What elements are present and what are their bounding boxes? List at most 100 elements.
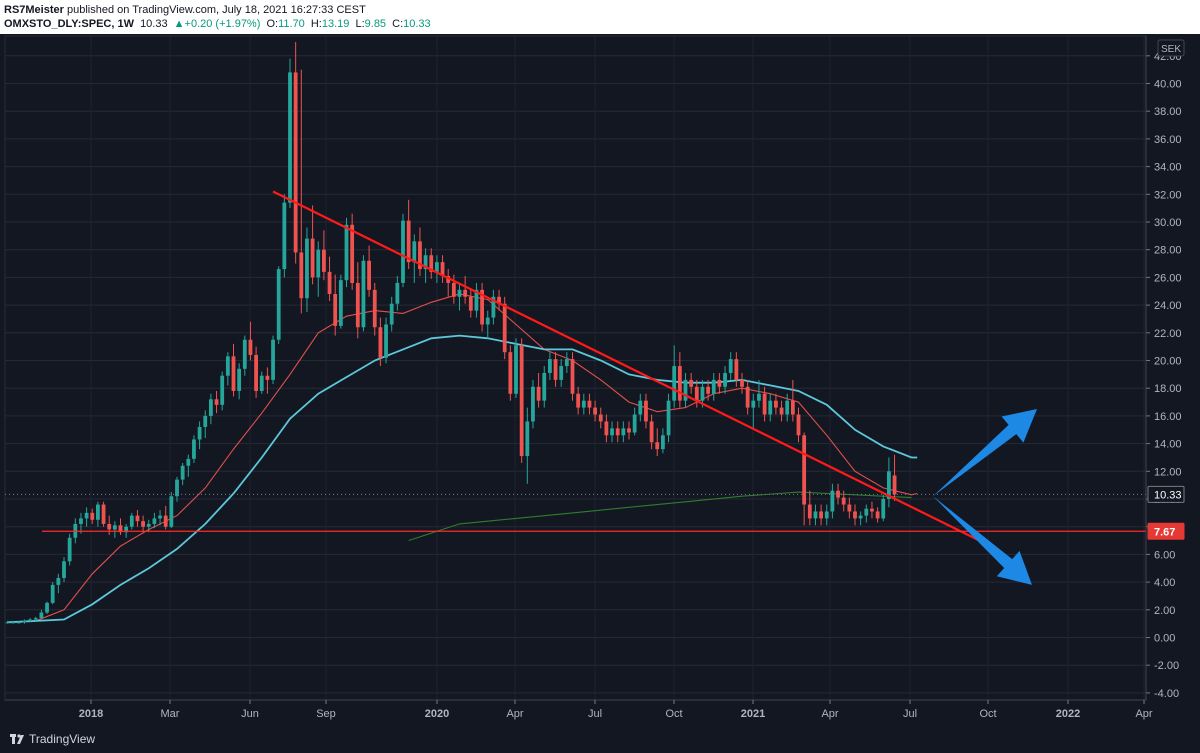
brand-label: TradingView bbox=[29, 732, 96, 746]
candle bbox=[11, 620, 16, 624]
candle-body bbox=[33, 618, 38, 620]
candle-body bbox=[700, 386, 705, 401]
candle bbox=[242, 335, 247, 376]
candle-body bbox=[531, 386, 535, 422]
candle-body bbox=[740, 379, 744, 387]
candle-body bbox=[559, 366, 564, 380]
candle-body bbox=[214, 399, 219, 405]
candle-body bbox=[757, 393, 761, 401]
candle-body bbox=[395, 282, 400, 304]
candle-body bbox=[661, 435, 665, 450]
price-chart[interactable]: -4.00-2.000.002.004.006.008.0010.0012.00… bbox=[0, 0, 1200, 726]
candle-body bbox=[711, 379, 716, 394]
candle-body bbox=[644, 400, 648, 422]
candle bbox=[548, 352, 552, 380]
price-tick-label: 22.00 bbox=[1154, 328, 1182, 340]
price-tick-label: 4.00 bbox=[1154, 577, 1175, 589]
candle bbox=[28, 618, 32, 623]
candle bbox=[570, 352, 575, 401]
candle-body bbox=[305, 238, 309, 299]
candle bbox=[655, 428, 660, 457]
candle-body bbox=[887, 471, 891, 499]
candle-body bbox=[293, 72, 298, 253]
candle bbox=[564, 352, 569, 373]
candle bbox=[163, 505, 168, 530]
candle bbox=[175, 476, 179, 502]
candle bbox=[67, 533, 72, 566]
candle-body bbox=[344, 224, 349, 281]
time-axis[interactable]: 2018 Mar Jun Sep 2020 Apr Jul Oct 2021 Apr Jul Oct 2… bbox=[5, 699, 1153, 720]
candle bbox=[514, 338, 518, 398]
candle bbox=[644, 393, 648, 429]
candle bbox=[610, 421, 614, 443]
tradingview-logo-icon bbox=[10, 734, 24, 744]
candle-body bbox=[627, 428, 631, 433]
price-axis[interactable]: -4.00-2.000.002.004.006.008.0010.0012.00… bbox=[1145, 36, 1185, 700]
candle bbox=[62, 557, 66, 583]
candle bbox=[45, 601, 49, 614]
time-tick-label: Apr bbox=[1135, 708, 1152, 720]
price-tick-label: 34.00 bbox=[1154, 162, 1182, 174]
candle-body bbox=[853, 511, 857, 519]
candle-body bbox=[497, 296, 501, 304]
candle-body bbox=[593, 407, 597, 415]
candle-body bbox=[180, 465, 185, 480]
candle bbox=[50, 582, 55, 605]
price-tick-label: 16.00 bbox=[1154, 411, 1182, 423]
candle bbox=[180, 462, 185, 486]
candle bbox=[118, 518, 123, 536]
time-tick-label: Oct bbox=[979, 708, 996, 720]
candle bbox=[231, 343, 236, 397]
candle-body bbox=[401, 220, 405, 283]
price-tick-label: 14.00 bbox=[1154, 439, 1182, 451]
candle bbox=[248, 321, 253, 361]
last-price-tag-label: 10.33 bbox=[1154, 489, 1182, 501]
ma-long bbox=[7, 334, 918, 624]
candle bbox=[423, 248, 428, 283]
candle-body bbox=[135, 515, 140, 522]
chart-header: RS7Meister published on TradingView.com,… bbox=[0, 0, 1200, 34]
candle-body bbox=[841, 497, 846, 505]
candle bbox=[728, 352, 733, 380]
candle bbox=[203, 410, 208, 439]
candle-body bbox=[28, 619, 32, 621]
price-change: +0.20 (+1.97%) bbox=[184, 18, 261, 30]
footer: TradingView bbox=[0, 726, 1200, 753]
candle bbox=[310, 205, 315, 285]
candle-body bbox=[446, 276, 451, 283]
candle-body bbox=[22, 620, 27, 623]
candle-body bbox=[745, 386, 750, 408]
candle-body bbox=[163, 515, 168, 527]
candle bbox=[265, 367, 270, 394]
candle-body bbox=[655, 442, 660, 450]
candle-body bbox=[384, 324, 388, 358]
candle bbox=[361, 255, 366, 332]
author-name[interactable]: RS7Meister bbox=[4, 4, 64, 16]
candle bbox=[661, 428, 665, 454]
candle bbox=[146, 519, 151, 533]
candle bbox=[401, 213, 405, 288]
candle bbox=[135, 510, 140, 527]
candle-body bbox=[457, 289, 462, 297]
candle bbox=[372, 282, 377, 336]
candle bbox=[497, 289, 501, 311]
currency-box: SEK bbox=[1157, 39, 1185, 57]
candle bbox=[435, 255, 439, 283]
time-tick-label: Apr bbox=[506, 708, 523, 720]
symbol-label[interactable]: OMXSTO_DLY:SPEC, 1W bbox=[4, 18, 134, 30]
candle-body bbox=[706, 386, 710, 394]
candle-body bbox=[463, 289, 468, 297]
candle-body bbox=[242, 339, 247, 369]
candle-body bbox=[892, 475, 897, 495]
candle-body bbox=[56, 577, 61, 585]
candle bbox=[474, 282, 479, 318]
candle-body bbox=[271, 339, 275, 380]
candle-body bbox=[677, 366, 682, 401]
candle-body bbox=[389, 303, 394, 325]
candle bbox=[887, 457, 891, 508]
tradingview-brand[interactable]: TradingView bbox=[10, 732, 95, 746]
candle bbox=[276, 266, 281, 344]
candle-body bbox=[225, 356, 230, 376]
candle bbox=[751, 393, 756, 429]
candle bbox=[16, 620, 21, 624]
